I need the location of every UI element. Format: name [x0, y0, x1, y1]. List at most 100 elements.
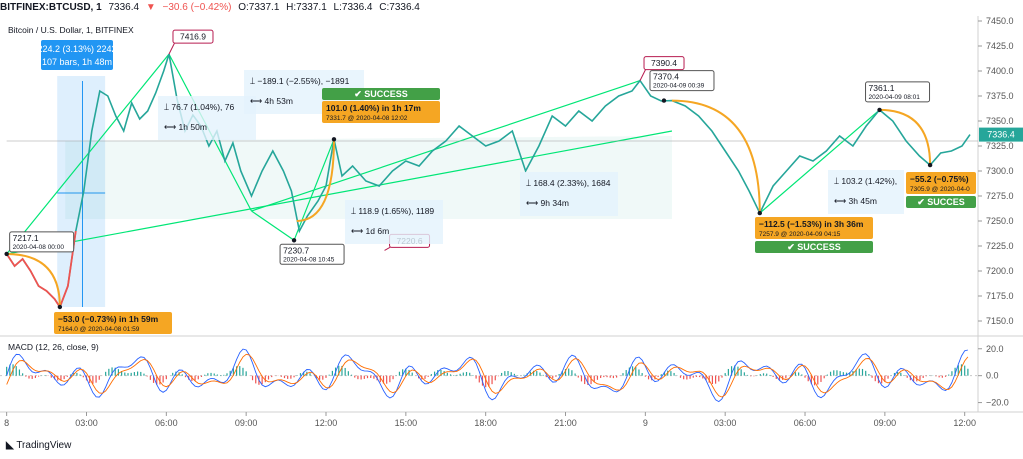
range-note-line1: ⟘ −189.1 (−2.55%), −1891 — [250, 76, 350, 86]
measure-box-line2: 107 bars, 1h 48m — [42, 57, 112, 67]
trade-label-line2: 7305.9 @ 2020-04-0 — [910, 186, 970, 193]
trade-label-box — [54, 312, 172, 334]
arc-end-point — [57, 304, 63, 310]
pin-label: 7416.9 — [180, 32, 206, 42]
range-note-line2: ⟷ 1d 6m — [351, 226, 389, 236]
arc-end-point — [757, 210, 762, 216]
x-tick-label: 8 — [4, 418, 9, 428]
trend-line — [6, 130, 673, 255]
point-marker — [4, 251, 9, 257]
point-label-time: 2020-04-08 10:45 — [283, 256, 335, 263]
point-label-price: 7361.1 — [869, 83, 895, 93]
x-tick-label: 18:00 — [474, 418, 497, 428]
y-tick-label: 7150.0 — [986, 316, 1014, 326]
y-tick-label: 7425.0 — [986, 41, 1014, 51]
success-badge — [755, 241, 873, 253]
y-tick-label: 7350.0 — [986, 116, 1014, 126]
trade-label-line1: −53.0 (−0.73%) in 1h 59m — [58, 314, 159, 324]
success-badge-label: ✔ SUCCES — [917, 197, 965, 207]
x-tick-label: 06:00 — [155, 418, 178, 428]
y-tick-label: 7275.0 — [986, 191, 1014, 201]
point-label-price: 7230.7 — [283, 245, 309, 255]
point-marker — [661, 98, 667, 103]
range-note-line2: ⟷ 9h 34m — [526, 198, 569, 208]
point-label-box — [865, 81, 931, 103]
range-note-line1: ⟘ 168.4 (2.33%), 1684 — [526, 178, 611, 188]
down-arrow-icon: ▼ — [145, 2, 156, 13]
pin-stem — [168, 41, 176, 55]
pin-label-box — [643, 56, 685, 71]
range-note-box — [158, 96, 256, 140]
trade-label-box — [906, 172, 976, 194]
point-marker — [291, 238, 297, 243]
x-tick-label: 9 — [643, 418, 648, 428]
trade-label-line2: 7331.7 @ 2020-04-08 12:02 — [326, 115, 408, 122]
high-value: H:7337.1 — [286, 2, 327, 13]
measure-band — [57, 76, 106, 307]
success-badge — [322, 88, 440, 100]
range-note-box — [345, 200, 443, 244]
macd-y-tick-label: 20.0 — [986, 344, 1004, 354]
y-tick-label: 7250.0 — [986, 216, 1014, 226]
trade-label-box — [322, 101, 440, 123]
y-tick-label: 7175.0 — [986, 291, 1014, 301]
range-note-line1: ⟘ 118.9 (1.65%), 1189 — [351, 206, 434, 216]
pin-label-box — [172, 29, 214, 44]
y-tick-label: 7300.0 — [986, 166, 1014, 176]
trend-line — [759, 109, 880, 214]
point-label-price: 7370.4 — [653, 72, 679, 82]
y-tick-label: 7200.0 — [986, 266, 1014, 276]
x-tick-label: 12:00 — [315, 418, 338, 428]
trade-label-line1: −112.5 (−1.53%) in 3h 36m — [759, 219, 864, 229]
range-note-box — [828, 170, 904, 214]
y-tick-label: 7375.0 — [986, 91, 1014, 101]
measure-box — [41, 40, 113, 70]
move-arc — [6, 253, 61, 308]
x-tick-label: 15:00 — [395, 418, 418, 428]
macd-signal-line — [6, 353, 969, 398]
success-badge-label: ✔ SUCCESS — [787, 242, 841, 252]
trade-label-line2: 7257.9 @ 2020-04-09 04:15 — [759, 231, 841, 238]
x-tick-label: 06:00 — [794, 418, 817, 428]
last-price: 7336.4 — [108, 2, 140, 13]
x-tick-label: 12:00 — [953, 418, 976, 428]
x-tick-label: 09:00 — [874, 418, 897, 428]
move-arc — [671, 99, 761, 214]
range-note-line1: ⟘ 76.7 (1.04%), 76 — [164, 102, 235, 112]
range-note-line2: ⟷ 1h 50m — [164, 122, 207, 132]
low-value: L:7336.4 — [333, 2, 373, 13]
trade-label-line2: 7164.0 @ 2020-04-08 01:59 — [58, 326, 140, 333]
point-marker — [877, 107, 882, 113]
macd-y-tick-label: −20.0 — [986, 398, 1009, 408]
point-label-time: 2020-04-09 08:01 — [869, 94, 921, 101]
x-tick-label: 21:00 — [554, 418, 577, 428]
price-line — [6, 53, 971, 309]
trade-label-line1: −55.2 (−0.75%) — [910, 174, 969, 184]
range-note-line1: ⟘ 103.2 (1.42%), — [834, 176, 897, 186]
y-tick-label: 7400.0 — [986, 66, 1014, 76]
trade-label-box — [755, 217, 873, 239]
symbol-name[interactable]: BITFINEX:BTCUSD, 1 — [0, 2, 102, 13]
y-tick-label: 7450.0 — [986, 16, 1014, 26]
trend-line — [6, 53, 170, 255]
last-price-label: 7336.4 — [987, 130, 1015, 140]
x-tick-label: 03:00 — [714, 418, 737, 428]
point-label-time: 2020-04-08 00:00 — [13, 244, 65, 251]
price-drop-segment — [5, 230, 77, 309]
macd-title: MACD (12, 26, close, 9) — [8, 342, 99, 352]
range-note-box — [520, 172, 618, 216]
move-arc — [296, 139, 335, 222]
measure-box-line1: 224.2 (3.13%) 2242 — [37, 44, 116, 54]
range-note-line2: ⟷ 3h 45m — [834, 196, 877, 206]
point-label-time: 2020-04-09 00:39 — [653, 83, 705, 90]
trade-label-line1: 101.0 (1.40%) in 1h 17m — [326, 103, 421, 113]
tradingview-logo-text: TradingView — [16, 440, 72, 451]
trend-line — [251, 80, 641, 212]
arc-end-point — [331, 137, 337, 142]
close-value: C:7336.4 — [379, 2, 420, 13]
tradingview-logo[interactable]: ◣ TradingView — [6, 440, 71, 451]
x-tick-label: 09:00 — [235, 418, 258, 428]
success-badge-label: ✔ SUCCESS — [354, 89, 408, 99]
pin-label: 7390.4 — [651, 58, 677, 68]
